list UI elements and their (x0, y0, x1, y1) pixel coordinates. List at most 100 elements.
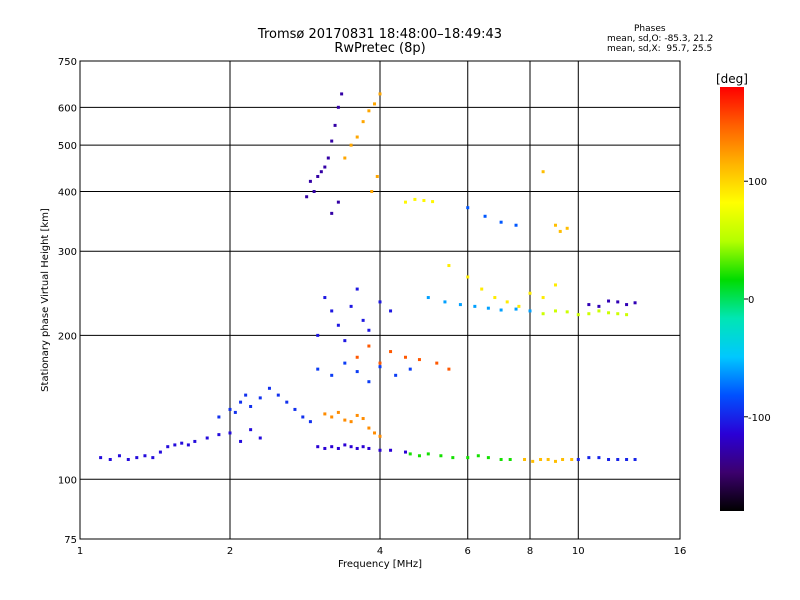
echo-point (336, 410, 340, 414)
y-tick-label: 75 (64, 535, 77, 546)
echo-point (597, 456, 601, 460)
echo-point (308, 420, 312, 424)
echo-point (486, 456, 490, 460)
echo-point (473, 304, 477, 308)
colorbar (720, 87, 744, 511)
echo-point (493, 296, 497, 300)
y-tick-label: 200 (58, 331, 77, 342)
echo-point (499, 220, 503, 224)
echo-point (312, 189, 316, 193)
echo-point (403, 200, 407, 204)
echo-point (233, 410, 237, 414)
echo-point (394, 373, 398, 377)
echo-point (439, 454, 443, 458)
echo-point (373, 431, 377, 435)
echo-point (508, 457, 512, 461)
echo-point (378, 448, 382, 452)
x-tick-label: 2 (227, 546, 233, 557)
colorbar-ticks: 100 0 -100 (744, 177, 771, 424)
x-tick-label: 16 (674, 546, 687, 557)
echo-point (367, 109, 371, 113)
plot-frame (79, 60, 681, 540)
echo-point (426, 452, 430, 456)
echo-point (323, 165, 327, 169)
echo-point (553, 283, 557, 287)
echo-point (378, 361, 382, 365)
x-axis-ticks: 1 2 4 6 8 10 16 (77, 546, 687, 557)
echo-point (576, 313, 580, 317)
echo-point (403, 355, 407, 359)
echo-point (316, 333, 320, 337)
echo-point (258, 396, 262, 400)
echo-point (173, 443, 177, 447)
phase-stats-x: mean, sd,X: 95.7, 25.5 (607, 44, 713, 54)
echo-point (117, 454, 121, 458)
echo-point (217, 415, 221, 419)
echo-point (355, 287, 359, 291)
echo-point (355, 413, 359, 417)
echo-point (135, 456, 139, 460)
echo-point (349, 445, 353, 449)
echo-point (319, 170, 323, 174)
phase-stats-o: mean, sd,O: -85.3, 21.2 (607, 34, 714, 44)
echo-point (633, 457, 637, 461)
y-tick-label: 300 (58, 247, 77, 258)
echo-point (186, 443, 190, 447)
echo-point (330, 373, 334, 377)
echo-point (576, 457, 580, 461)
x-tick-label: 4 (377, 546, 383, 557)
echo-point (336, 105, 340, 109)
echo-point (505, 300, 509, 304)
echo-point (389, 350, 393, 354)
echo-point (597, 309, 601, 313)
echo-point (367, 426, 371, 430)
echo-point (293, 407, 297, 411)
echo-point (326, 156, 330, 160)
echo-point (607, 311, 611, 315)
y-axis-ticks: 75 100 200 300 400 500 600 750 (58, 57, 77, 546)
echo-point (239, 439, 243, 443)
grid-lines (80, 61, 680, 539)
y-tick-label: 100 (58, 475, 77, 486)
echo-point (413, 197, 417, 201)
echo-point (367, 328, 371, 332)
echo-point (323, 412, 327, 416)
echo-point (546, 457, 550, 461)
echo-point (349, 420, 353, 424)
echo-point (417, 358, 421, 362)
echo-point (367, 380, 371, 384)
echo-point (587, 456, 591, 460)
echo-point (143, 454, 147, 458)
echo-point (431, 200, 435, 204)
echo-point (435, 361, 439, 365)
echo-point (523, 457, 527, 461)
echo-point (499, 457, 503, 461)
echo-point (389, 448, 393, 452)
echo-point (553, 459, 557, 463)
echo-point (607, 299, 611, 303)
echo-point (336, 200, 340, 204)
echo-point (285, 400, 289, 404)
echo-point (343, 443, 347, 447)
echo-point (625, 303, 629, 307)
echo-point (378, 300, 382, 304)
echo-point (528, 309, 532, 313)
echo-point (607, 457, 611, 461)
echo-point (355, 135, 359, 139)
echo-point (108, 457, 112, 461)
echo-point (330, 211, 334, 215)
echo-point (301, 415, 305, 419)
echo-point (553, 223, 557, 227)
echo-point (531, 459, 535, 463)
echo-point (151, 456, 155, 460)
echo-point (205, 436, 209, 440)
echo-point (316, 174, 320, 178)
echo-point (349, 143, 353, 147)
echo-point (340, 92, 344, 96)
y-tick-label: 500 (58, 141, 77, 152)
echo-point (558, 229, 562, 233)
echo-point (378, 92, 382, 96)
echo-point (370, 189, 374, 193)
y-tick-label: 600 (58, 103, 77, 114)
y-axis-label: Stationary phase Virtual Height [km] (40, 208, 51, 392)
